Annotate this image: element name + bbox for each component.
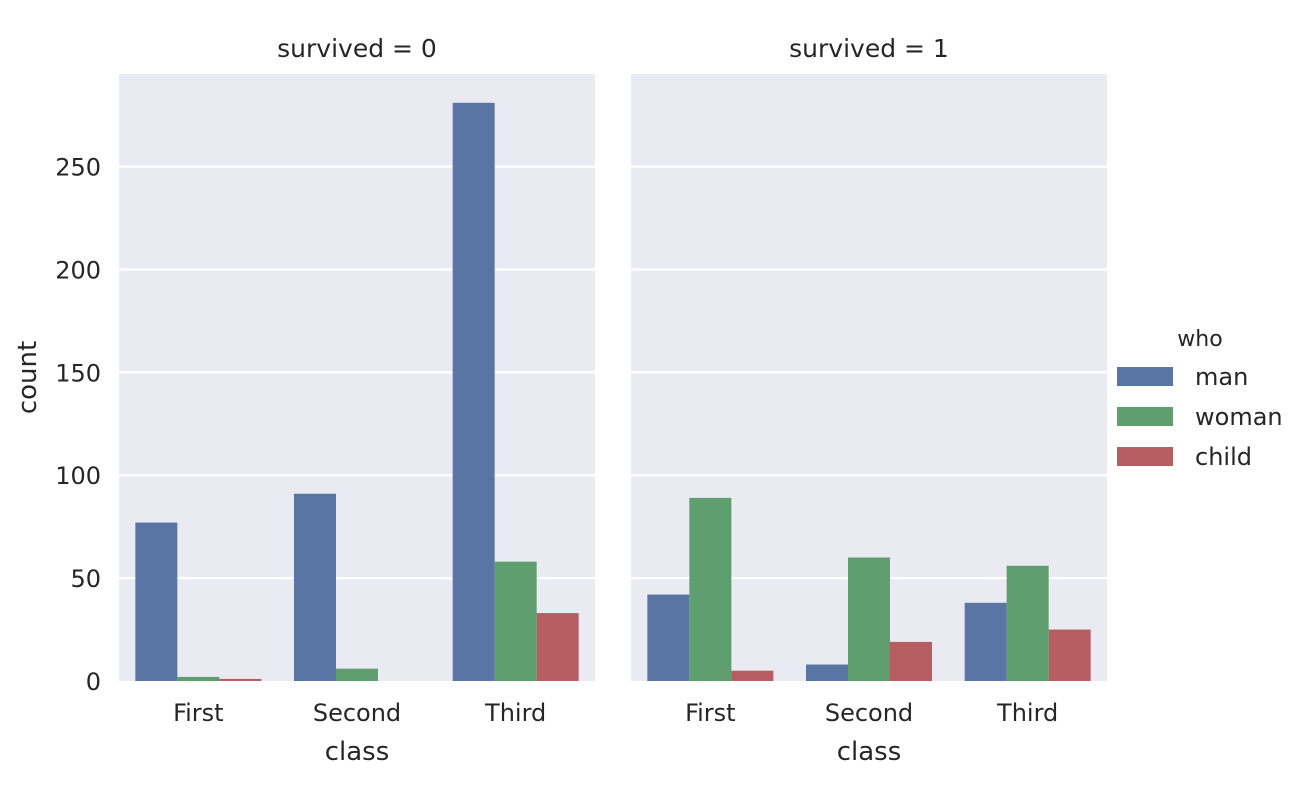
y-tick-label: 150 (55, 359, 101, 387)
y-tick-label: 50 (70, 565, 101, 593)
x-tick-label: Second (825, 699, 913, 727)
bar-woman-first (177, 676, 220, 681)
bar-man-first (135, 522, 178, 681)
y-tick-label: 0 (86, 668, 101, 696)
panel-1: survived = 1 First Second Third class (631, 34, 1107, 767)
legend-label-man: man (1195, 363, 1248, 391)
legend-label-child: child (1195, 443, 1252, 471)
bar-woman-first (689, 497, 732, 681)
legend: who man woman child (1117, 327, 1283, 471)
x-tick-label: First (685, 699, 736, 727)
y-tick-label: 250 (55, 154, 101, 182)
legend-title: who (1177, 327, 1222, 352)
x-tick-label: First (173, 699, 224, 727)
bar-woman-second (336, 668, 378, 681)
panel-0: survived = 0 First Second Third class 0 50 100 1… (13, 34, 595, 767)
x-tick-label: Third (484, 699, 546, 727)
bar-man-third (452, 102, 495, 682)
bar-child-third (1048, 629, 1091, 681)
bar-woman-third (1006, 565, 1049, 681)
legend-swatch-child (1117, 447, 1173, 466)
x-tick-label: Third (996, 699, 1058, 727)
panel-title: survived = 1 (789, 34, 949, 63)
legend-swatch-woman (1117, 407, 1173, 426)
bar-man-second (806, 664, 848, 681)
legend-label-woman: woman (1195, 403, 1283, 431)
bar-child-first (731, 670, 774, 681)
x-axis-label: class (325, 737, 390, 767)
y-tick-label: 200 (55, 256, 101, 284)
bar-man-first (647, 594, 690, 681)
x-tick-label: Second (313, 699, 401, 727)
bar-woman-third (494, 561, 537, 681)
bar-woman-second (848, 557, 890, 681)
y-axis-label: count (13, 341, 43, 414)
legend-swatch-man (1117, 367, 1173, 386)
bar-man-third (964, 602, 1007, 681)
bar-child-third (536, 613, 579, 681)
bar-man-second (294, 493, 336, 681)
x-axis-label: class (837, 737, 902, 767)
panel-title: survived = 0 (277, 34, 437, 63)
bar-child-second (890, 641, 932, 681)
y-tick-label: 100 (55, 462, 101, 490)
bar-child-first (219, 678, 262, 681)
